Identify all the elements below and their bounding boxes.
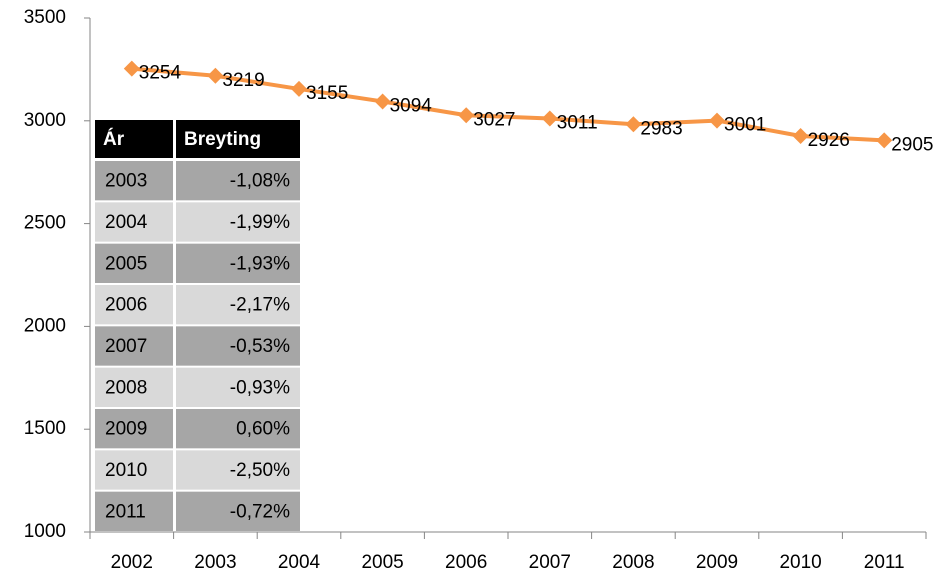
table-cell (95, 450, 173, 490)
table-change: -1,08% (230, 171, 290, 192)
table-cell (176, 409, 300, 449)
table-change: -1,93% (230, 253, 290, 274)
data-label: 3254 (139, 63, 182, 84)
table-cell (176, 326, 300, 366)
table-change: -1,99% (230, 212, 290, 233)
table-cell (176, 202, 300, 242)
table-year: 2009 (105, 419, 147, 440)
x-tick-label: 2010 (779, 552, 821, 573)
table-year: 2008 (105, 377, 147, 398)
table-year: 2006 (105, 295, 147, 316)
table-year: 2010 (105, 460, 147, 481)
marker (541, 110, 558, 127)
table-change: -2,50% (230, 460, 290, 481)
table-cell (95, 285, 173, 325)
x-tick-label: 2003 (194, 552, 236, 573)
data-label: 3011 (557, 113, 598, 134)
table-cell (176, 491, 300, 531)
data-label: 2983 (640, 118, 682, 139)
data-label: 3094 (390, 95, 433, 116)
data-label: 3027 (473, 109, 515, 130)
table-cell (176, 285, 300, 325)
x-tick-label: 2006 (445, 552, 487, 573)
table-cell (95, 202, 173, 242)
data-label: 3001 (724, 115, 766, 136)
table-year: 2003 (105, 171, 147, 192)
marker (458, 107, 475, 124)
table-cell (95, 161, 173, 201)
y-tick-label: 3500 (24, 7, 66, 28)
table-cell (176, 450, 300, 490)
marker (876, 132, 893, 149)
data-label: 3219 (222, 70, 264, 91)
table-change: -0,72% (230, 501, 290, 522)
marker (291, 80, 307, 97)
marker (625, 116, 642, 133)
table-header-cell (95, 120, 173, 158)
x-tick-label: 2011 (864, 552, 905, 573)
table-cell (95, 491, 173, 531)
data-label: 2926 (808, 130, 850, 151)
table-change: -0,93% (230, 377, 290, 398)
table-change: -0,53% (230, 336, 290, 357)
y-tick-label: 3000 (24, 110, 66, 131)
table-header: Ár (103, 128, 125, 150)
marker (207, 67, 224, 84)
y-tick-label: 2500 (24, 213, 66, 234)
table-cell (176, 161, 300, 201)
x-tick-label: 2009 (696, 552, 738, 573)
x-tick-label: 2005 (361, 552, 403, 573)
data-label: 3155 (306, 83, 348, 104)
line (131, 66, 885, 143)
marker (123, 60, 140, 77)
data-label: 2905 (891, 134, 933, 155)
table-cell (176, 243, 300, 283)
table-change: 0,60% (236, 419, 290, 440)
table-cell (95, 326, 173, 366)
x-tick-label: 2007 (529, 552, 571, 573)
table-year: 2007 (105, 336, 147, 357)
table-cell (176, 367, 300, 407)
table-cell (95, 409, 173, 449)
table-cell (95, 367, 173, 407)
y-tick-label: 2000 (24, 315, 66, 336)
y-tick-label: 1500 (24, 418, 66, 439)
x-tick-label: 2002 (111, 552, 153, 573)
table-change: -2,17% (230, 295, 290, 316)
y-tick-label: 1000 (24, 521, 66, 542)
marker (709, 112, 725, 129)
table-cell (95, 243, 173, 283)
x-tick-label: 2008 (612, 552, 654, 573)
table-header: Breyting (184, 129, 261, 150)
table-header-cell (176, 120, 300, 158)
table-year: 2004 (105, 212, 148, 233)
table-year: 2011 (105, 501, 146, 522)
marker (792, 128, 809, 145)
x-tick-label: 2004 (278, 552, 321, 573)
marker (374, 93, 391, 110)
table-year: 2005 (105, 253, 147, 274)
